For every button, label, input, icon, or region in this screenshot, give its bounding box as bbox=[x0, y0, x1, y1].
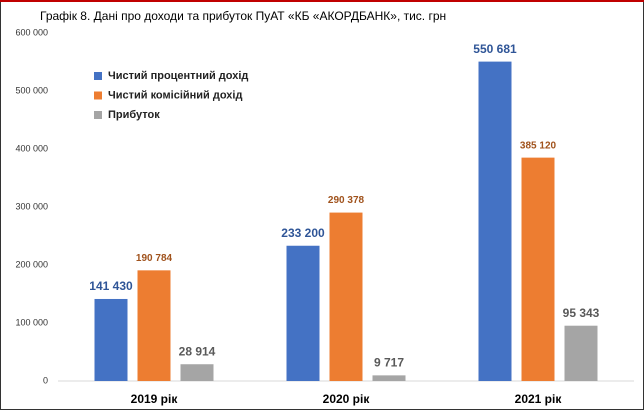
value-label: 28 914 bbox=[179, 344, 216, 358]
value-label: 141 430 bbox=[89, 279, 133, 293]
legend-swatch bbox=[94, 72, 102, 80]
y-tick-label: 400 000 bbox=[15, 143, 48, 153]
y-tick-label: 0 bbox=[43, 375, 48, 385]
value-label: 385 120 bbox=[520, 140, 557, 151]
bar bbox=[286, 245, 320, 381]
value-label: 95 343 bbox=[563, 306, 600, 320]
legend-swatch bbox=[94, 91, 102, 100]
bar bbox=[564, 325, 598, 381]
x-tick-label: 2019 рік bbox=[131, 392, 179, 406]
value-label: 290 378 bbox=[328, 195, 365, 206]
chart-title: Графік 8. Дані про доходи та прибуток Пу… bbox=[40, 9, 446, 23]
bar bbox=[521, 157, 555, 381]
bar bbox=[94, 298, 128, 381]
y-tick-label: 200 000 bbox=[15, 259, 48, 269]
value-label: 190 784 bbox=[136, 253, 173, 264]
legend-label: Прибуток bbox=[108, 109, 160, 121]
value-label: 9 717 bbox=[374, 356, 404, 370]
legend-swatch bbox=[94, 111, 102, 119]
y-tick-label: 600 000 bbox=[15, 27, 48, 37]
y-tick-label: 100 000 bbox=[15, 317, 48, 327]
value-label: 550 681 bbox=[473, 42, 517, 56]
legend-label: Чистий комісійний дохід bbox=[108, 89, 242, 101]
legend-label: Чистий процентний дохід bbox=[108, 70, 248, 82]
x-tick-label: 2021 рік bbox=[515, 392, 563, 406]
bar bbox=[329, 212, 363, 381]
bar bbox=[180, 364, 214, 381]
y-tick-label: 500 000 bbox=[15, 85, 48, 95]
y-tick-label: 300 000 bbox=[15, 201, 48, 211]
x-tick-label: 2020 рік bbox=[323, 392, 371, 406]
bar bbox=[372, 375, 406, 381]
bar bbox=[478, 61, 512, 382]
bar bbox=[137, 270, 171, 381]
value-label: 233 200 bbox=[281, 226, 325, 240]
